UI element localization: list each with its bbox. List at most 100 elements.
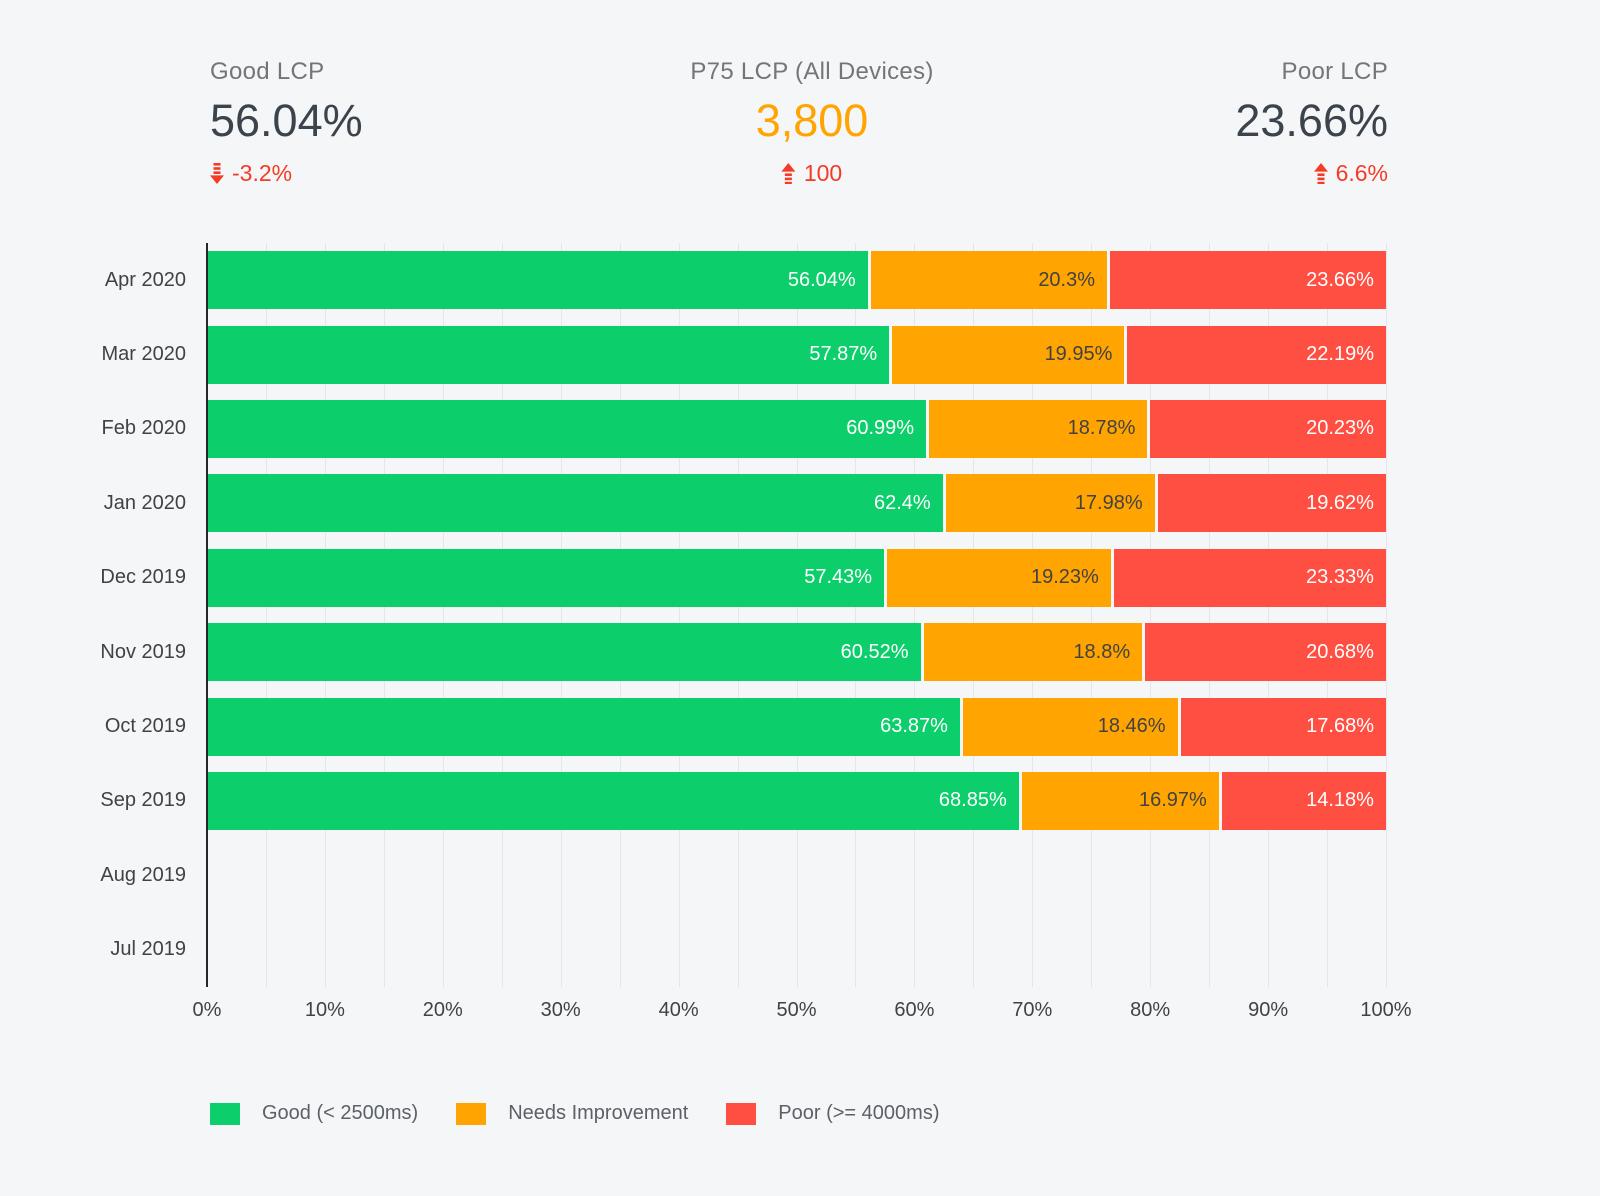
- legend-swatch: [456, 1102, 487, 1125]
- bar-value-label: 62.4%: [873, 491, 931, 514]
- scorecard-value: 23.66%: [1235, 95, 1388, 146]
- x-axis-label: 90%: [1248, 999, 1289, 1021]
- bar-segment-poor[interactable]: 20.68%: [1145, 623, 1386, 682]
- bar-segment-poor[interactable]: 17.68%: [1180, 697, 1386, 756]
- trend-up-icon: [781, 163, 796, 184]
- bar-value-label: 19.23%: [1030, 566, 1099, 589]
- x-axis-label: 100%: [1360, 999, 1412, 1021]
- bar-segment-poor[interactable]: 23.66%: [1110, 251, 1386, 310]
- bar-row-sep-2019: 68.85% 16.97% 14.18%: [207, 764, 1386, 838]
- bar-segment-good[interactable]: 63.87%: [207, 697, 960, 756]
- bar-segment-good[interactable]: 60.99%: [207, 399, 927, 458]
- bar-segment-needs-improvement[interactable]: 19.95%: [892, 325, 1125, 384]
- bar-value-label: 57.43%: [804, 566, 873, 589]
- bar-value-label: 60.99%: [846, 417, 915, 440]
- gridline: [442, 243, 444, 987]
- scorecard-delta: -3.2%: [210, 160, 363, 187]
- bar-row-jul-2019: [207, 913, 1386, 987]
- legend-item: Needs Improvement: [456, 1102, 688, 1125]
- legend-label: Good (< 2500ms): [262, 1102, 419, 1124]
- bar-value-label: 20.68%: [1306, 640, 1374, 663]
- bar-value-label: 68.85%: [938, 789, 1007, 812]
- scorecard-delta-value: 100: [803, 160, 843, 186]
- x-axis-label: 20%: [422, 999, 463, 1021]
- gridline: [619, 243, 621, 987]
- bar-value-label: 60.52%: [840, 640, 909, 663]
- bar-value-label: 57.87%: [809, 343, 878, 366]
- gridline: [265, 243, 267, 987]
- x-axis-label: 70%: [1012, 999, 1053, 1021]
- gridline: [914, 243, 916, 987]
- gridline: [1386, 243, 1387, 987]
- bar-segment-poor[interactable]: 20.23%: [1150, 399, 1386, 458]
- bar-value-label: 14.18%: [1306, 789, 1374, 812]
- bar-row-apr-2020: 56.04% 20.3% 23.66%: [207, 243, 1386, 317]
- bar-row-feb-2020: 60.99% 18.78% 20.23%: [207, 392, 1386, 466]
- scorecard-delta-value: -3.2%: [232, 160, 293, 186]
- bar-row-nov-2019: 60.52% 18.8% 20.68%: [207, 615, 1386, 689]
- bar-value-label: 18.46%: [1097, 715, 1166, 738]
- bar-value-label: 63.87%: [880, 715, 948, 738]
- legend: Good (< 2500ms) Needs Improvement Poor (>=…: [210, 1102, 939, 1125]
- bar-value-label: 17.98%: [1074, 491, 1143, 514]
- bar-segment-good[interactable]: 57.87%: [207, 325, 890, 384]
- legend-swatch: [726, 1102, 757, 1125]
- bar-segment-poor[interactable]: 14.18%: [1221, 771, 1386, 830]
- scorecard-value: 56.04%: [210, 95, 363, 146]
- plot-area: 56.04% 20.3% 23.66% 57.87% 19.95% 22.19% 60.99…: [206, 243, 1387, 987]
- bar-value-label: 56.04%: [787, 268, 856, 291]
- y-axis-line: [206, 243, 208, 987]
- gridline: [678, 243, 680, 987]
- legend-label: Needs Improvement: [508, 1102, 689, 1124]
- x-axis-label: 10%: [304, 999, 345, 1021]
- bar-segment-poor[interactable]: 19.62%: [1157, 474, 1386, 533]
- bar-segment-needs-improvement[interactable]: 18.78%: [929, 399, 1148, 458]
- y-axis-label: Dec 2019: [100, 566, 186, 589]
- bar-value-label: 18.78%: [1067, 417, 1136, 440]
- gridline: [501, 243, 503, 987]
- bar-row-aug-2019: [207, 838, 1386, 912]
- bar-value-label: 17.68%: [1306, 715, 1374, 738]
- bar-segment-poor[interactable]: 23.33%: [1113, 548, 1386, 607]
- bar-segment-needs-improvement[interactable]: 16.97%: [1021, 771, 1219, 830]
- bar-segment-good[interactable]: 62.4%: [207, 474, 943, 533]
- bar-segment-good[interactable]: 56.04%: [207, 251, 868, 310]
- scorecard-row: Good LCP 56.04% -3.2% P: [0, 58, 1600, 208]
- bar-value-label: 16.97%: [1138, 789, 1207, 812]
- bar-segment-good[interactable]: 57.43%: [207, 548, 885, 607]
- bar-segment-good[interactable]: 60.52%: [207, 623, 921, 682]
- gridline: [324, 243, 326, 987]
- scorecard-p75-lcp: P75 LCP (All Devices) 3,800 100: [690, 58, 933, 187]
- bar-segment-needs-improvement[interactable]: 20.3%: [870, 251, 1108, 310]
- trend-down-icon: [210, 163, 224, 184]
- gridline: [1091, 243, 1093, 987]
- bar-value-label: 23.33%: [1306, 566, 1374, 589]
- gridline: [1327, 243, 1329, 987]
- bar-segment-needs-improvement[interactable]: 18.8%: [923, 623, 1143, 682]
- bar-segment-needs-improvement[interactable]: 19.23%: [887, 548, 1111, 607]
- scorecard-label: P75 LCP (All Devices): [690, 58, 934, 85]
- gridline: [737, 243, 739, 987]
- bar-row-mar-2020: 57.87% 19.95% 22.19%: [207, 317, 1386, 391]
- gridline: [383, 243, 385, 987]
- bar-segment-good[interactable]: 68.85%: [207, 771, 1019, 830]
- bar-value-label: 20.3%: [1038, 268, 1096, 291]
- x-axis-label: 50%: [776, 999, 817, 1021]
- bar-segment-poor[interactable]: 22.19%: [1127, 325, 1386, 384]
- y-axis-label: Aug 2019: [100, 863, 186, 886]
- bar-segment-needs-improvement[interactable]: 18.46%: [962, 697, 1178, 756]
- bar-row-jan-2020: 62.4% 17.98% 19.62%: [207, 466, 1386, 540]
- scorecard-value: 3,800: [755, 95, 869, 146]
- trend-up-icon: [1313, 163, 1328, 184]
- bar-row-oct-2019: 63.87% 18.46% 17.68%: [207, 689, 1386, 763]
- scorecard-delta-value: 6.6%: [1335, 160, 1388, 186]
- bar-value-label: 22.19%: [1306, 343, 1374, 366]
- scorecard-delta: 6.6%: [1235, 160, 1388, 187]
- scorecard-label: Good LCP: [210, 58, 325, 85]
- legend-swatch: [210, 1102, 240, 1125]
- gridline: [1150, 243, 1152, 987]
- bar-segment-needs-improvement[interactable]: 17.98%: [945, 474, 1155, 533]
- scorecard-poor-lcp: Poor LCP 23.66% 6.6%: [1235, 58, 1388, 187]
- gridline: [855, 243, 857, 987]
